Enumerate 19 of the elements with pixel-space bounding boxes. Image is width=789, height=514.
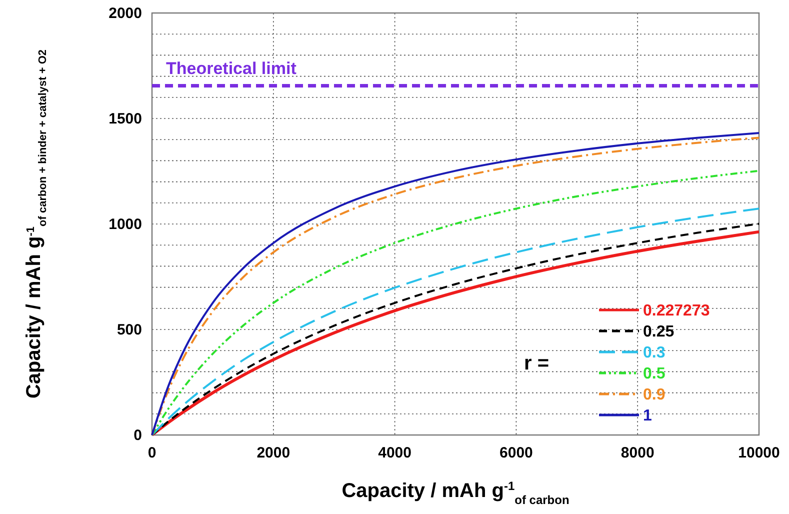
x-tick-label: 2000 [256,444,290,462]
legend-label: 0.5 [643,366,666,383]
y-tick-label: 1500 [108,110,142,128]
legend-label: 0.3 [643,344,666,362]
legend-title: r = [524,352,550,374]
ref-line-label: Theoretical limit [166,58,297,78]
y-tick-label: 500 [116,321,142,338]
legend-label: 0.25 [643,324,674,341]
x-tick-label: 0 [148,444,156,462]
y-tick-label: 0 [134,426,142,444]
x-tick-label: 6000 [500,444,533,462]
legend-label: 1 [643,408,652,425]
legend-label: 0.227273 [643,302,710,320]
x-tick-label: 10000 [738,444,780,462]
x-tick-label: 4000 [378,444,412,462]
legend-label: 0.9 [643,386,666,404]
x-tick-label: 8000 [620,444,654,462]
y-tick-label: 1000 [108,216,142,233]
y-tick-label: 2000 [108,4,142,22]
